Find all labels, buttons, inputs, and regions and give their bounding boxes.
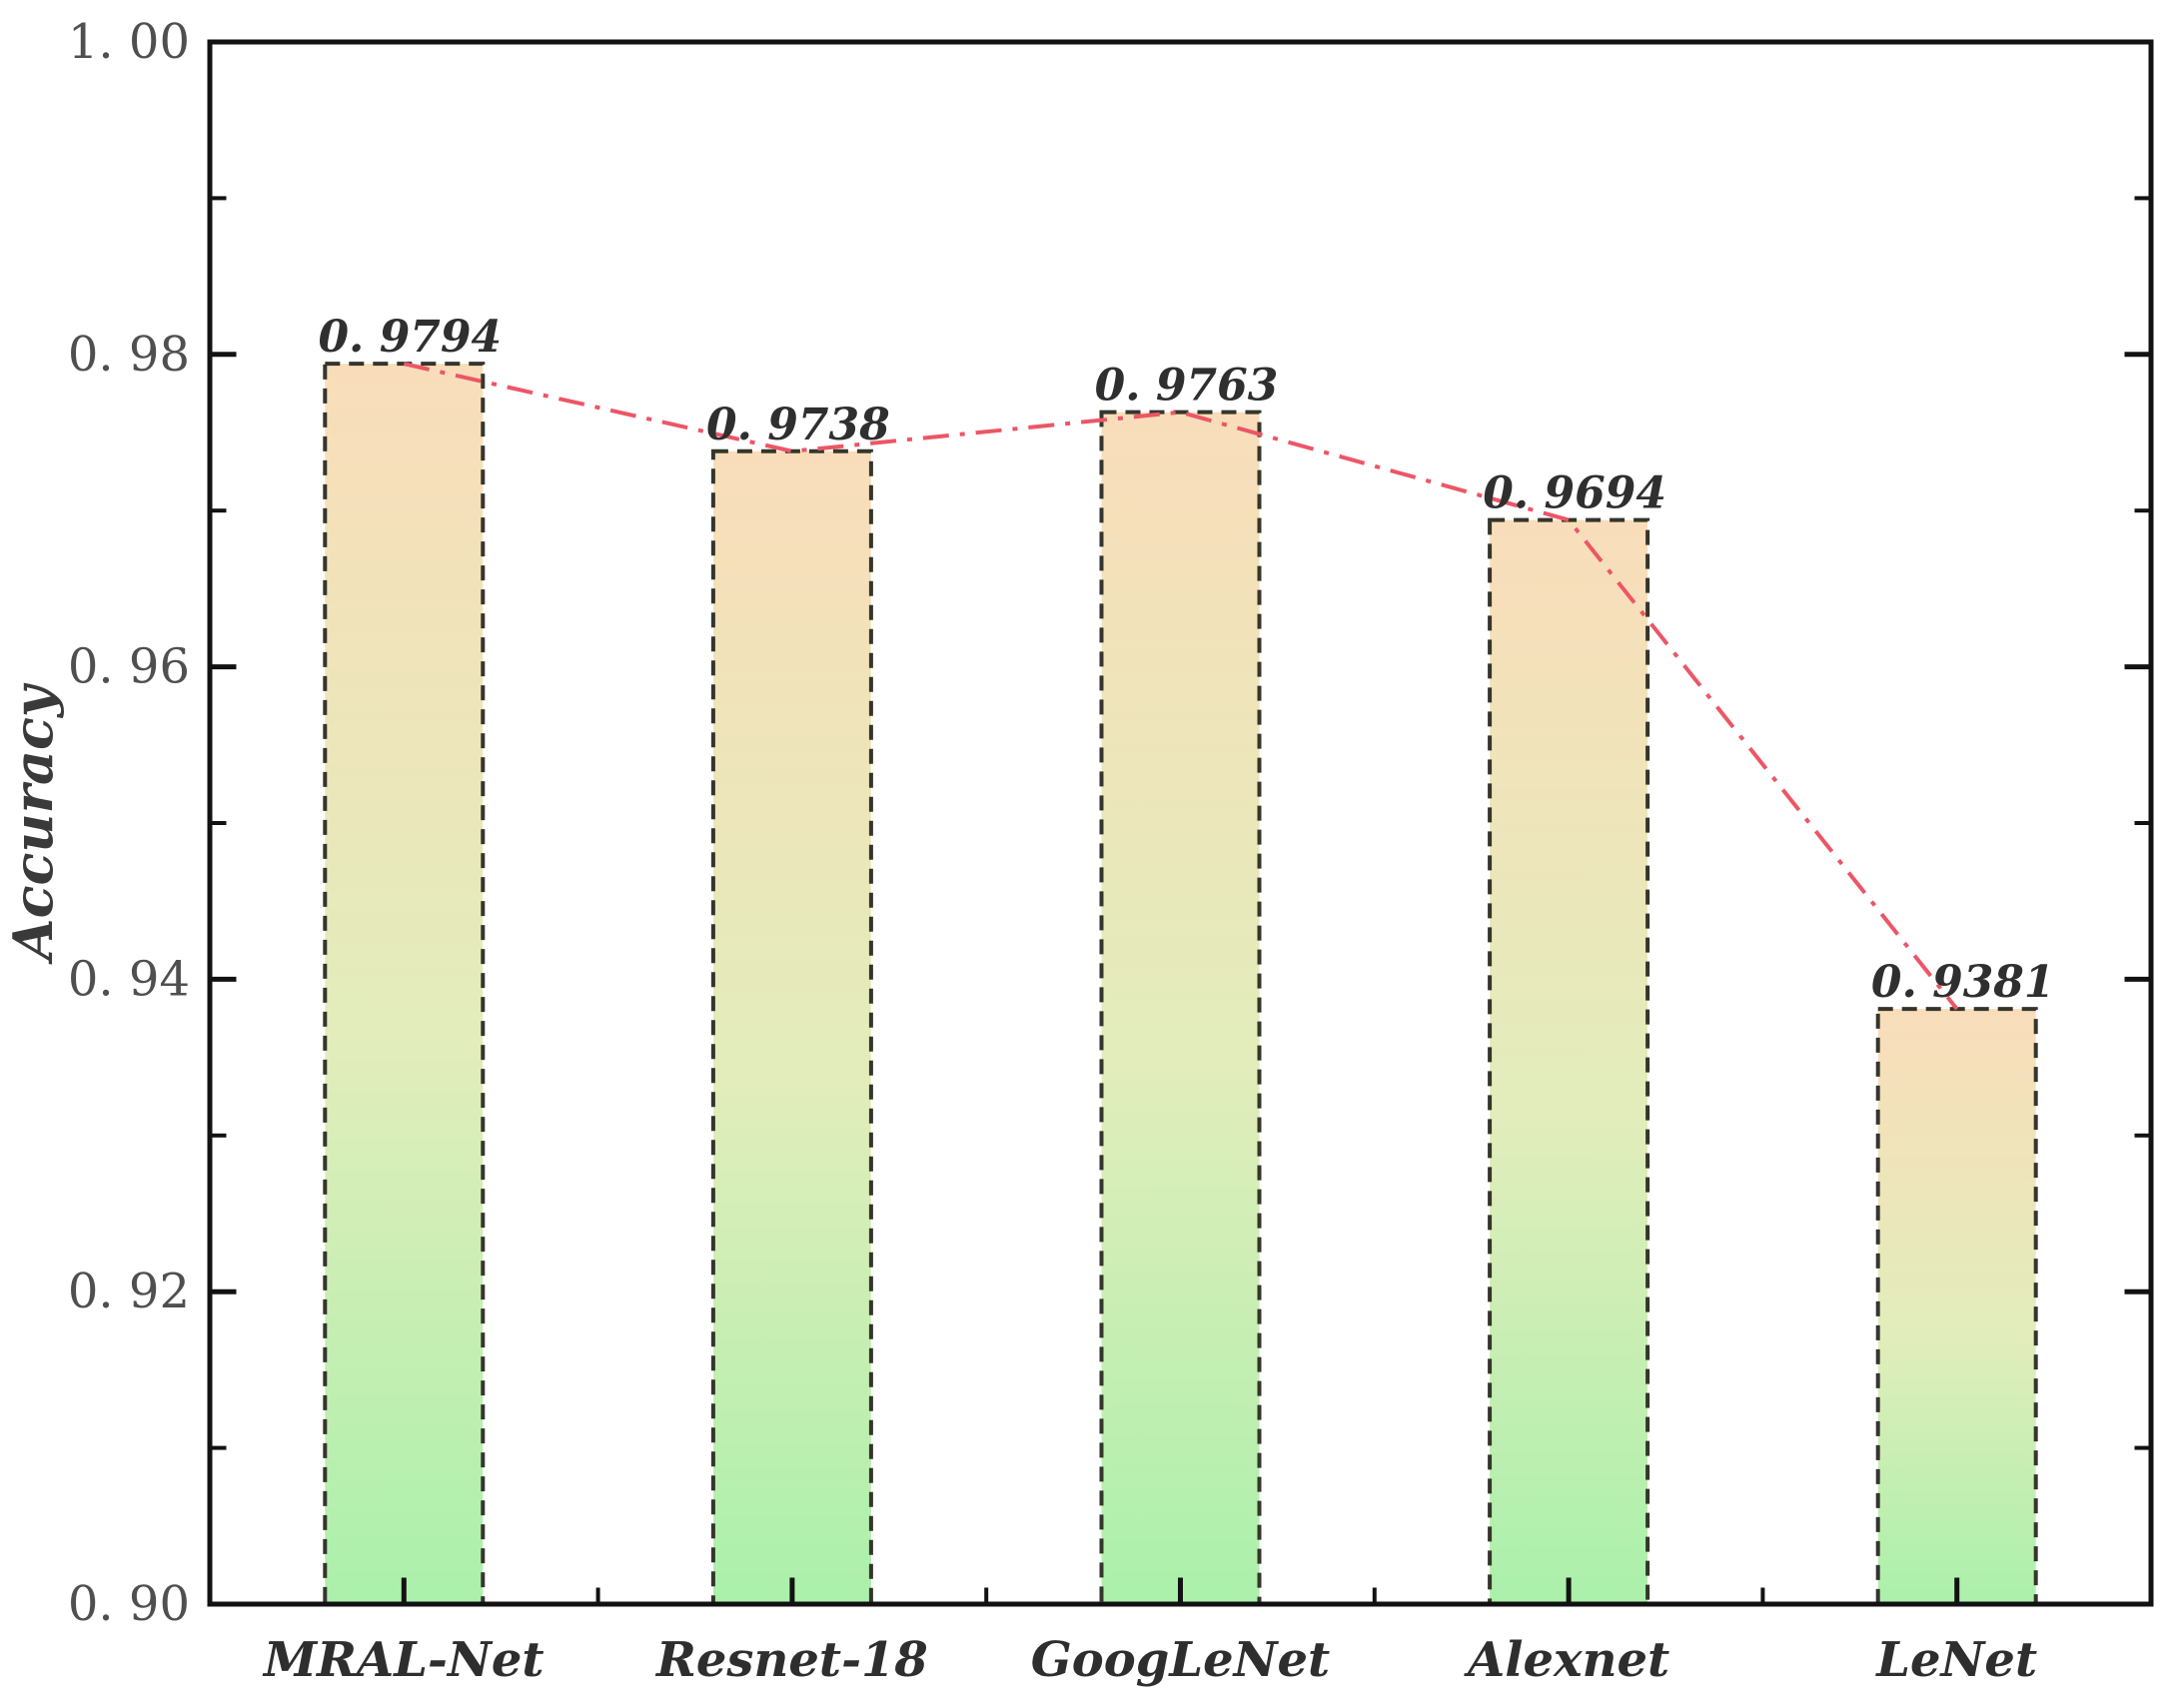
bar-value-label: 0. 9738 bbox=[706, 400, 890, 450]
bars-layer bbox=[323, 362, 2038, 1607]
bar-MRAL-Net bbox=[323, 362, 486, 1607]
plot-border bbox=[207, 39, 2154, 1607]
bar-value-label: 0. 9763 bbox=[1095, 361, 1279, 412]
x-tick-label-MRAL-Net: MRAL-Net bbox=[262, 1632, 545, 1688]
y-tick-label: 1. 00 bbox=[68, 14, 190, 70]
y-tick-label: 0. 90 bbox=[68, 1576, 190, 1632]
axes-frame-layer bbox=[207, 39, 2154, 1607]
labels-layer: 0. 90 0. 92 0. 94 0. 96 0. 98 1. 00 MRAL-Net Re… bbox=[68, 14, 2037, 1688]
trend-line-layer bbox=[403, 362, 1959, 1011]
x-tick-label-Alexnet: Alexnet bbox=[1464, 1632, 1669, 1688]
bar-value-label: 0. 9694 bbox=[1483, 468, 1666, 519]
value-labels-layer: 0. 9794 0. 9738 0. 9763 0. 9694 0. 9381 bbox=[318, 312, 2054, 1008]
y-axis-title: Accuracy bbox=[1, 682, 65, 965]
bar-GoogLeNet bbox=[1099, 410, 1262, 1607]
bar-LeNet bbox=[1875, 1007, 2038, 1606]
bar-value-label: 0. 9381 bbox=[1871, 957, 2055, 1008]
x-tick-label-GoogLeNet: GoogLeNet bbox=[1031, 1632, 1330, 1688]
y-tick-label: 0. 94 bbox=[68, 951, 190, 1007]
accuracy-trend-line bbox=[403, 362, 1959, 1011]
y-tick-label: 0. 98 bbox=[68, 327, 190, 383]
ticks-layer bbox=[212, 39, 2149, 1607]
y-tick-label: 0. 92 bbox=[68, 1264, 190, 1319]
bar-value-label: 0. 9794 bbox=[318, 312, 502, 363]
x-tick-label-Resnet-18: Resnet-18 bbox=[654, 1632, 928, 1688]
y-tick-label: 0. 96 bbox=[68, 639, 190, 695]
bar-Resnet-18 bbox=[710, 448, 873, 1607]
bar-Alexnet bbox=[1488, 517, 1650, 1606]
x-tick-label-LeNet: LeNet bbox=[1874, 1632, 2037, 1688]
